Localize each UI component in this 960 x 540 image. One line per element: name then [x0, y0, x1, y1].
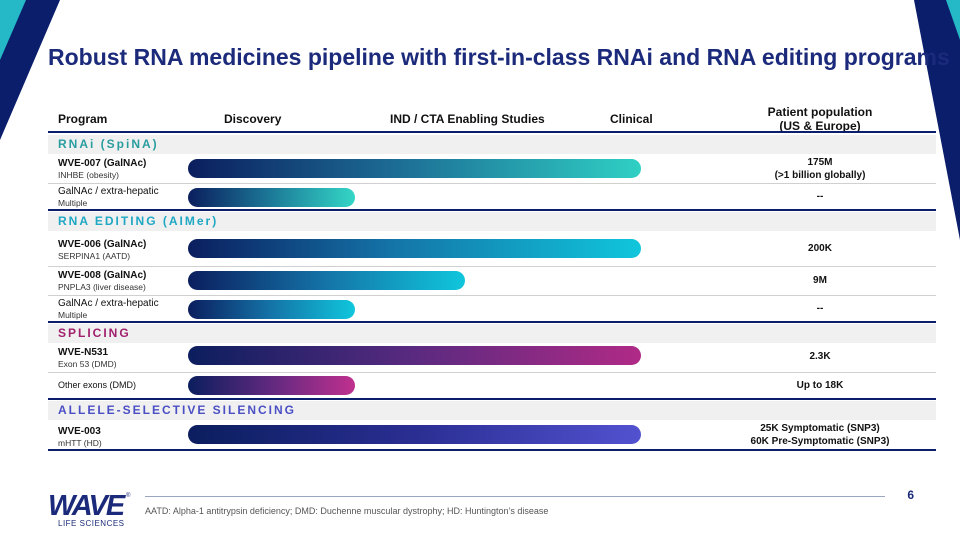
patient-population: --: [700, 191, 940, 202]
program-indication: SERPINA1 (AATD): [58, 251, 131, 261]
program-name: WVE-N531: [58, 347, 109, 358]
patient-population-value: Up to 18K: [796, 380, 844, 391]
footnote: AATD: Alpha-1 antitrypsin deficiency; DM…: [145, 506, 549, 516]
header-population-line1: Patient population: [767, 105, 873, 119]
header-population: Patient population (US & Europe): [720, 105, 920, 133]
program-name: WVE-008 (GalNAc): [58, 270, 147, 281]
patient-population-value: --: [816, 191, 824, 202]
program-name: WVE-003: [58, 426, 101, 437]
program-indication: mHTT (HD): [58, 438, 102, 448]
section-rnai-label: RNAi (SpiNA): [58, 137, 159, 151]
corner-decoration-right: [914, 0, 960, 240]
wave-logo: WAVE: [48, 490, 125, 522]
corner-accent-left: [0, 0, 26, 60]
patient-population-value: 175M: [807, 157, 833, 168]
row-divider: [48, 266, 936, 267]
patient-population: 25K Symptomatic (SNP3) 60K Pre-Symptomat…: [700, 423, 940, 447]
header-program: Program: [58, 112, 108, 126]
section-editing: RNA EDITING (AIMer): [48, 212, 936, 231]
logo-registered-mark: ®: [126, 493, 131, 499]
section-divider: [48, 321, 936, 323]
patient-population: 2.3K: [700, 351, 940, 362]
program-name: WVE-006 (GalNAc): [58, 239, 147, 250]
program-indication: PNPLA3 (liver disease): [58, 282, 146, 292]
patient-population-value: 2.3K: [809, 351, 831, 362]
header-population-line2: (US & Europe): [779, 119, 861, 133]
stage-bar: [188, 159, 641, 178]
row-divider: [48, 295, 936, 296]
header-ind: IND / CTA Enabling Studies: [390, 112, 545, 126]
program-name: WVE-007 (GalNAc): [58, 158, 147, 169]
stage-bar: [188, 425, 641, 444]
patient-population-value: 25K Symptomatic (SNP3): [760, 423, 880, 434]
page-number: 6: [907, 488, 914, 502]
stage-bar: [188, 300, 355, 319]
patient-population-note: 60K Pre-Symptomatic (SNP3): [750, 436, 890, 447]
section-divider: [48, 398, 936, 400]
patient-population-value: 9M: [813, 275, 827, 286]
stage-bar: [188, 239, 641, 258]
row-divider: [48, 183, 936, 184]
patient-population: Up to 18K: [700, 380, 940, 391]
patient-population-value: 200K: [808, 243, 832, 254]
table-bottom-divider: [48, 449, 936, 451]
page-title: Robust RNA medicines pipeline with first…: [48, 44, 950, 70]
section-editing-label: RNA EDITING (AIMer): [58, 214, 219, 228]
program-indication: Multiple: [58, 198, 88, 208]
patient-population: 175M (>1 billion globally): [700, 157, 940, 181]
program-indication: Exon 53 (DMD): [58, 359, 117, 369]
patient-population-value: --: [816, 303, 824, 314]
header-divider: [48, 131, 936, 133]
section-rnai: RNAi (SpiNA): [48, 135, 936, 154]
stage-bar: [188, 346, 641, 365]
header-discovery: Discovery: [224, 112, 282, 126]
section-divider: [48, 209, 936, 211]
patient-population-note: (>1 billion globally): [774, 170, 866, 181]
row-divider: [48, 372, 936, 373]
patient-population: 9M: [700, 275, 940, 286]
corner-accent-right: [946, 0, 960, 40]
header-clinical: Clinical: [610, 112, 653, 126]
logo-subtitle: LIFE SCIENCES: [58, 519, 125, 528]
program-indication: Multiple: [58, 310, 88, 320]
section-splicing: SPLICING: [48, 324, 936, 343]
program-name: GalNAc / extra-hepatic: [58, 186, 159, 197]
section-splicing-label: SPLICING: [58, 326, 131, 340]
program-name: GalNAc / extra-hepatic: [58, 298, 159, 309]
program-name: Other exons (DMD): [58, 380, 137, 390]
section-allele-selective: ALLELE-SELECTIVE SILENCING: [48, 401, 936, 420]
program-indication: INHBE (obesity): [58, 170, 119, 180]
patient-population: 200K: [700, 243, 940, 254]
footer-divider: [145, 496, 885, 497]
patient-population: --: [700, 303, 940, 314]
stage-bar: [188, 376, 355, 395]
stage-bar: [188, 188, 355, 207]
stage-bar: [188, 271, 465, 290]
section-allele-label: ALLELE-SELECTIVE SILENCING: [58, 403, 297, 417]
